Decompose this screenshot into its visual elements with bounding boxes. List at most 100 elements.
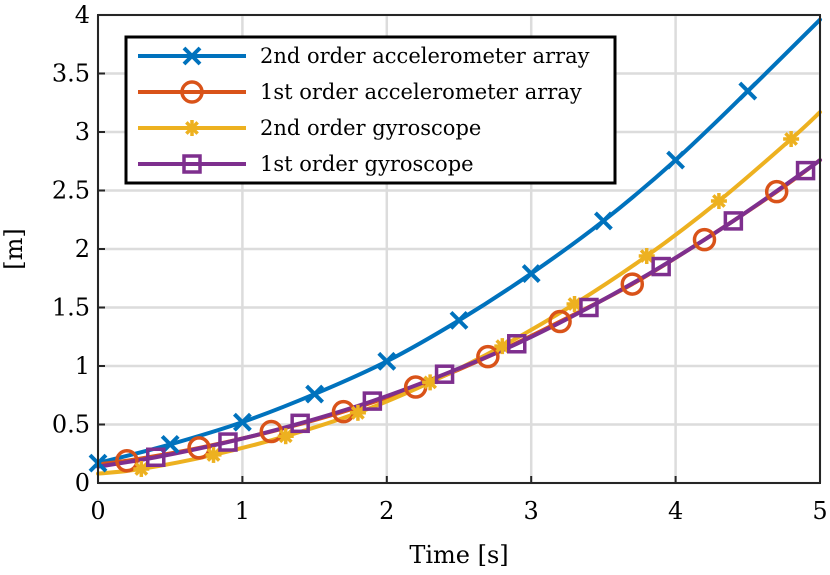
legend-label: 2nd order gyroscope <box>260 116 481 140</box>
marker-stroke <box>449 310 469 330</box>
data-point <box>651 256 671 277</box>
legend-entry: 1st order accelerometer array <box>138 80 582 104</box>
data-point <box>638 248 655 265</box>
marker-stroke <box>377 351 397 371</box>
marker-square <box>795 160 816 181</box>
marker-circle <box>115 449 139 473</box>
data-point <box>205 446 222 463</box>
marker-circle <box>620 272 645 296</box>
y-tick-label: 3 <box>75 118 90 146</box>
marker-square <box>434 364 455 384</box>
marker-square <box>723 211 744 231</box>
marker-stroke <box>639 249 654 263</box>
data-point <box>666 150 686 170</box>
marker-stroke <box>593 211 613 231</box>
marker-stroke <box>521 264 541 283</box>
data-point <box>521 264 541 283</box>
data-point <box>146 447 166 468</box>
y-tick-label: 0 <box>75 469 90 497</box>
ticks: 0 1 2 3 4 5 0 0.5 1 1.5 2 2.5 3 3.5 4 <box>52 1 828 525</box>
legend-label: 2nd order accelerometer array <box>260 44 590 68</box>
x-tick-label: 0 <box>90 497 105 525</box>
marker-stroke <box>784 132 799 146</box>
y-tick-label: 2 <box>75 235 90 263</box>
marker-square <box>218 432 238 452</box>
marker-stroke <box>738 81 758 101</box>
marker-square <box>182 154 202 174</box>
series-markers <box>88 81 816 477</box>
y-tick-label: 0.5 <box>52 411 90 439</box>
marker-circle <box>548 309 572 334</box>
marker-stroke <box>666 150 686 170</box>
marker-stroke <box>712 194 726 208</box>
data-point <box>579 297 599 318</box>
data-point <box>764 179 789 204</box>
data-point <box>692 227 717 252</box>
series-line-1 <box>96 17 822 466</box>
x-tick-label: 1 <box>235 497 250 525</box>
legend: 2nd order accelerometer array 1st order a… <box>124 35 617 185</box>
data-point <box>548 309 572 334</box>
data-point <box>218 432 238 452</box>
legend-marker <box>180 80 204 104</box>
marker-circle <box>180 80 204 104</box>
data-point <box>449 310 469 330</box>
data-point <box>232 412 252 432</box>
data-point <box>187 436 211 460</box>
data-point <box>362 391 383 411</box>
x-tick-label: 4 <box>668 497 683 525</box>
marker-stroke <box>232 412 252 432</box>
data-point <box>710 193 727 210</box>
data-point <box>305 384 325 404</box>
data-point <box>783 131 800 148</box>
marker-stroke <box>278 429 293 444</box>
data-point <box>795 160 816 181</box>
marker-square <box>579 297 599 318</box>
series-line-4 <box>96 158 822 469</box>
marker-stroke <box>351 405 365 420</box>
data-point <box>115 449 139 473</box>
marker-square <box>651 256 671 277</box>
y-tick-label: 2.5 <box>52 177 90 205</box>
legend-box <box>124 35 617 185</box>
y-tick-label: 1.5 <box>52 294 90 322</box>
y-tick-label: 4 <box>75 1 90 29</box>
marker-stroke <box>182 46 202 66</box>
marker-circle <box>476 344 500 369</box>
marker-stroke <box>567 297 582 311</box>
legend-marker <box>184 120 200 136</box>
data-point <box>277 428 294 445</box>
y-tick-label: 3.5 <box>52 60 90 88</box>
data-point <box>476 344 500 369</box>
legend-label: 1st order gyroscope <box>260 152 474 176</box>
x-tick-label: 2 <box>379 497 394 525</box>
legend-label: 1st order accelerometer array <box>260 80 582 104</box>
marker-stroke <box>305 384 325 404</box>
data-point <box>723 211 744 231</box>
data-point <box>133 460 150 477</box>
data-point <box>377 351 397 371</box>
y-tick-label: 1 <box>75 352 90 380</box>
marker-stroke <box>134 462 149 476</box>
marker-stroke <box>185 121 199 135</box>
x-tick-label: 5 <box>812 497 827 525</box>
marker-square <box>146 447 166 468</box>
legend-marker <box>182 46 202 66</box>
data-point <box>290 413 310 434</box>
legend-entry: 1st order gyroscope <box>138 152 474 176</box>
y-axis-label: [m] <box>0 228 28 269</box>
data-point <box>620 272 645 296</box>
data-point <box>738 81 758 101</box>
data-point <box>507 334 527 354</box>
marker-stroke <box>423 375 438 390</box>
marker-stroke <box>495 339 510 354</box>
data-point <box>434 364 455 384</box>
marker-circle <box>764 179 789 204</box>
marker-circle <box>692 227 717 252</box>
marker-square <box>362 391 383 411</box>
data-point <box>593 211 613 231</box>
legend-marker <box>182 154 202 174</box>
data-point <box>349 404 366 421</box>
marker-square <box>507 334 527 354</box>
